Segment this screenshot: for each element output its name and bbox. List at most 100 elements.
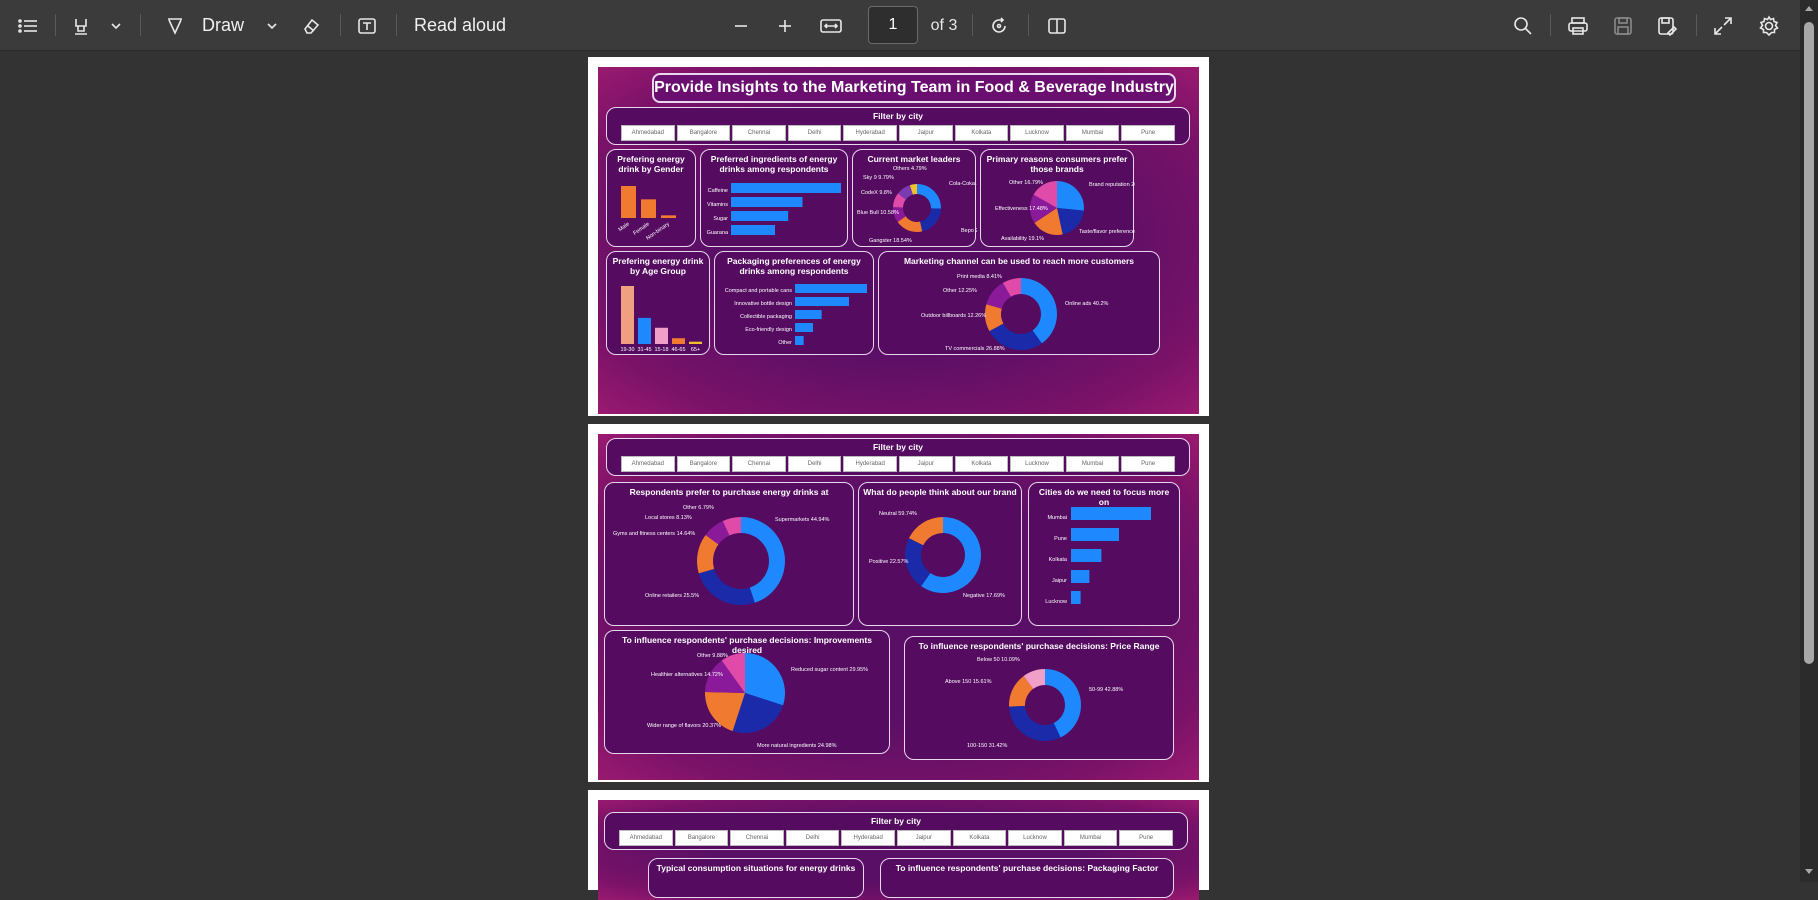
bar xyxy=(661,215,676,218)
pie-slice xyxy=(732,693,784,733)
scroll-up-icon[interactable] xyxy=(1804,4,1814,12)
bar xyxy=(731,225,775,235)
pie-slice xyxy=(1034,208,1063,235)
city-chip-kolkata[interactable]: Kolkata xyxy=(954,125,1009,141)
city-chip-jaipur[interactable]: Jaipur xyxy=(898,125,953,141)
city-chip-hyderabad[interactable]: Hyderabad xyxy=(843,456,897,472)
city-chip-ahmedabad[interactable]: Ahmedabad xyxy=(621,456,675,472)
pdf-page-3: Filter by city Ahmedabad Bangalore Chennai… xyxy=(588,790,1209,900)
bar-category-label: 31-45 xyxy=(637,347,651,353)
city-chip-bangalore[interactable]: Bangalore xyxy=(674,830,729,846)
bar-category-label: Guarana xyxy=(707,230,729,236)
city-chip-chennai[interactable]: Chennai xyxy=(732,456,786,472)
bar xyxy=(795,284,867,293)
bar xyxy=(621,286,634,344)
pie-slice xyxy=(698,568,755,605)
city-chip-mumbai[interactable]: Mumbai xyxy=(1065,456,1120,472)
city-chip-hyderabad[interactable]: Hyderabad xyxy=(843,125,897,141)
age-panel: Prefering energy drink by Age Group 19-3… xyxy=(606,251,710,355)
slice-label: Sky 9 9.79% xyxy=(863,175,894,181)
bar xyxy=(1071,507,1151,520)
city-chip-ahmedabad[interactable]: Ahmedabad xyxy=(619,830,673,846)
scroll-down-icon[interactable] xyxy=(1804,868,1814,876)
city-chips: Ahmedabad Bangalore Chennai Delhi Hyderabad J… xyxy=(621,456,1175,472)
ingredients-panel: Preferred ingredients of energy drinks a… xyxy=(700,149,848,247)
save-as-icon[interactable] xyxy=(1652,0,1682,51)
city-chips: Ahmedabad Bangalore Chennai Delhi Hyderabad J… xyxy=(619,830,1173,846)
pie-slice xyxy=(721,653,745,693)
highlight-chevron-down-icon[interactable] xyxy=(104,0,128,51)
pie-slice xyxy=(897,216,923,232)
bar-category-label: Lucknow xyxy=(1045,599,1067,605)
highlight-icon[interactable] xyxy=(66,0,96,51)
draw-chevron-down-icon[interactable] xyxy=(260,0,284,51)
city-chip-jaipur[interactable]: Jaipur xyxy=(898,456,953,472)
city-chip-kolkata[interactable]: Kolkata xyxy=(954,456,1009,472)
pie-slice xyxy=(1045,669,1081,738)
contents-icon[interactable] xyxy=(12,0,44,51)
city-chip-delhi[interactable]: Delhi xyxy=(787,125,842,141)
text-box-icon[interactable] xyxy=(352,0,382,51)
bar-category-label: Eco-friendly design xyxy=(745,327,792,333)
city-chip-pune[interactable]: Pune xyxy=(1121,125,1175,141)
city-chip-mumbai[interactable]: Mumbai xyxy=(1065,125,1120,141)
city-chip-chennai[interactable]: Chennai xyxy=(730,830,784,846)
packaging-factor-panel: To influence respondents' purchase decis… xyxy=(880,858,1174,898)
scrollbar-thumb[interactable] xyxy=(1804,22,1814,664)
bar-category-label: Sugar xyxy=(713,216,728,222)
city-chip-lucknow[interactable]: Lucknow xyxy=(1010,125,1064,141)
city-chip-bangalore[interactable]: Bangalore xyxy=(676,456,731,472)
page-number-input[interactable]: 1 xyxy=(868,6,918,44)
fit-width-icon[interactable] xyxy=(816,0,846,51)
rotate-icon[interactable] xyxy=(984,0,1014,51)
pie-slice xyxy=(705,692,745,732)
settings-gear-icon[interactable] xyxy=(1754,0,1784,51)
slice-label: Healthier alternatives 14.72% xyxy=(651,672,723,678)
bar xyxy=(1071,549,1102,562)
slice-label: Reduced sugar content 29.95% xyxy=(791,667,868,673)
save-icon xyxy=(1608,0,1638,51)
zoom-out-icon[interactable] xyxy=(728,0,754,51)
slice-label: Below 50 10.09% xyxy=(977,657,1020,663)
city-chip-chennai[interactable]: Chennai xyxy=(732,125,786,141)
search-icon[interactable] xyxy=(1508,0,1538,51)
city-chip-delhi[interactable]: Delhi xyxy=(787,456,842,472)
city-chip-mumbai[interactable]: Mumbai xyxy=(1063,830,1118,846)
dashboard-slide-2: Filter by city Ahmedabad Bangalore Chennai… xyxy=(598,434,1199,780)
city-chip-lucknow[interactable]: Lucknow xyxy=(1008,830,1062,846)
city-chip-pune[interactable]: Pune xyxy=(1121,456,1175,472)
city-chip-delhi[interactable]: Delhi xyxy=(785,830,840,846)
bar xyxy=(1071,591,1081,604)
vertical-scrollbar[interactable] xyxy=(1800,0,1818,882)
marketing-panel: Marketing channel can be used to reach m… xyxy=(878,251,1160,355)
slice-label: More natural ingredients 24.98% xyxy=(757,743,837,749)
city-chip-ahmedabad[interactable]: Ahmedabad xyxy=(621,125,675,141)
draw-icon[interactable] xyxy=(160,0,190,51)
panel-title: Current market leaders xyxy=(867,154,961,164)
slice-label: Availability 19.1% xyxy=(1001,236,1044,242)
city-filter: Filter by city Ahmedabad Bangalore Chennai… xyxy=(604,812,1188,850)
pie-slice xyxy=(1009,705,1061,741)
draw-label[interactable]: Draw xyxy=(201,15,244,35)
print-icon[interactable] xyxy=(1562,0,1594,51)
city-chip-bangalore[interactable]: Bangalore xyxy=(676,125,731,141)
city-chip-kolkata[interactable]: Kolkata xyxy=(952,830,1007,846)
city-chip-hyderabad[interactable]: Hyderabad xyxy=(841,830,895,846)
city-chip-pune[interactable]: Pune xyxy=(1119,830,1173,846)
fullscreen-icon[interactable] xyxy=(1708,0,1738,51)
slice-label: Outdoor billboards 12.26% xyxy=(921,313,986,319)
bar xyxy=(655,327,668,344)
panel-title: To influence respondents' purchase decis… xyxy=(918,641,1160,651)
city-chip-jaipur[interactable]: Jaipur xyxy=(896,830,951,846)
city-chip-lucknow[interactable]: Lucknow xyxy=(1010,456,1064,472)
eraser-icon[interactable] xyxy=(296,0,326,51)
slice-label: Positive 22.57% xyxy=(869,559,909,565)
read-aloud-button[interactable]: Read aloud xyxy=(413,15,507,35)
bar xyxy=(795,310,822,319)
page-view-icon[interactable] xyxy=(1042,0,1072,51)
pie-slice xyxy=(1021,278,1057,344)
bar-category-label: Pune xyxy=(1054,536,1067,542)
filter-title: Filter by city xyxy=(872,442,924,452)
zoom-in-icon[interactable] xyxy=(772,0,798,51)
slice-label: TV commercials 26.88% xyxy=(945,346,1005,352)
